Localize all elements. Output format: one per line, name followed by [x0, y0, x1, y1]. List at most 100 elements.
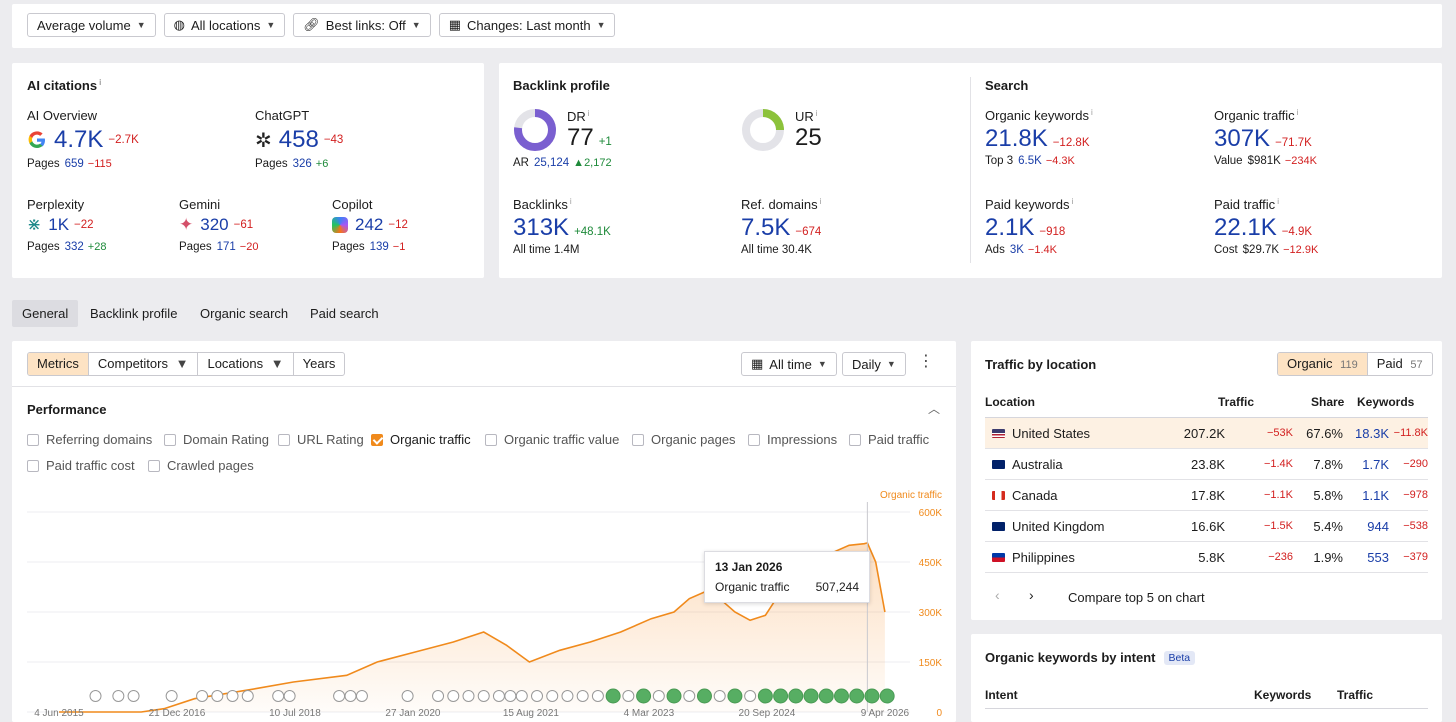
ur-value: 25 — [795, 123, 822, 151]
tab-general[interactable]: General — [12, 300, 79, 327]
checkbox-organic-traffic-value[interactable]: Organic traffic value — [485, 432, 619, 447]
location-row[interactable]: United States 207.2K −53K 67.6% 18.3K −11.8K — [985, 418, 1428, 449]
checkbox-referring-domains[interactable]: Referring domains — [27, 432, 152, 447]
col-intent-traffic[interactable]: Traffic — [1337, 688, 1374, 702]
toggle-paid[interactable]: Paid 57 — [1376, 356, 1423, 371]
checkbox-crawled-pages[interactable]: Crawled pages — [148, 458, 254, 473]
paid-traffic-metric[interactable]: Paid traffic i 22.1K −4.9K Cost $29.7K −12.9… — [1214, 197, 1319, 256]
divider — [12, 386, 956, 387]
checkbox-box[interactable] — [485, 433, 497, 446]
checkbox-box[interactable] — [371, 433, 383, 446]
checkbox-domain-rating[interactable]: Domain Rating — [164, 432, 269, 447]
location-keywords[interactable]: 1.1K — [1362, 488, 1389, 503]
tab-backlink-profile[interactable]: Backlink profile — [90, 306, 178, 321]
organic-traffic-chart: 600K 450K 300K 150K 0 Organic traffic 4 Jun 20… — [27, 490, 942, 719]
location-row[interactable]: Canada 17.8K −1.1K 5.8% 1.1K −978 — [985, 480, 1428, 511]
ur-metric[interactable]: UR i 25 — [741, 108, 822, 152]
checkbox-impressions[interactable]: Impressions — [748, 432, 837, 447]
toggle-organic[interactable]: Organic 119 — [1278, 353, 1368, 375]
ar-value[interactable]: 25,124 — [533, 157, 570, 169]
col-intent-keywords[interactable]: Keywords — [1254, 688, 1312, 702]
checkbox-box[interactable] — [148, 459, 160, 472]
perplexity-pages[interactable]: 332 — [64, 241, 84, 253]
backlinks-metric[interactable]: Backlinks i 313K +48.1K All time 1.4M — [513, 197, 611, 256]
locations-dropdown[interactable]: ◍ All locations ▼ — [163, 13, 286, 37]
x-tick-label: 10 Jul 2018 — [269, 708, 321, 719]
location-row[interactable]: United Kingdom 16.6K −1.5K 5.4% 944 −538 — [985, 511, 1428, 542]
ref-domains-metric[interactable]: Ref. domains i 7.5K −674 All time 30.4K — [741, 197, 822, 256]
best-links-dropdown[interactable]: 🔗︎ Best links: Off ▼ — [293, 13, 431, 37]
tab-organic-search[interactable]: Organic search — [200, 306, 289, 321]
paid-keywords-metric[interactable]: Paid keywords i 2.1K −918 Ads 3K −1.4K — [985, 197, 1074, 256]
segment-locations[interactable]: Locations ▼ — [198, 353, 294, 375]
changes-dropdown[interactable]: ▦ Changes: Last month ▼ — [438, 13, 616, 37]
location-keywords[interactable]: 944 — [1367, 519, 1389, 534]
organic-keywords-metric[interactable]: Organic keywords i 21.8K −12.8K Top 3 6.5K −… — [985, 108, 1093, 167]
chevron-down-icon: ▼ — [817, 359, 827, 369]
checkbox-box[interactable] — [632, 433, 644, 446]
ads-value[interactable]: 3K — [1009, 244, 1024, 256]
col-share[interactable]: Share — [1311, 395, 1345, 409]
event-marker-icon — [713, 690, 726, 702]
next-page-icon[interactable]: › — [1029, 587, 1034, 603]
checkbox-box[interactable] — [278, 433, 290, 446]
chatgpt-pages[interactable]: 326 — [292, 158, 312, 170]
tab-paid-search[interactable]: Paid search — [310, 306, 379, 321]
ai-overview-metric[interactable]: AI Overview 4.7K −2.7K Pages 659 −115 — [27, 108, 139, 170]
checkbox-url-rating[interactable]: URL Rating — [278, 432, 364, 447]
google-icon — [28, 131, 45, 148]
location-keywords[interactable]: 553 — [1367, 550, 1389, 565]
copilot-metric[interactable]: Copilot 242 −12 Pages 139 −1 — [332, 197, 408, 253]
segment-years[interactable]: Years — [302, 356, 336, 371]
location-row[interactable]: Australia 23.8K −1.4K 7.8% 1.7K −290 — [985, 449, 1428, 480]
event-marker-icon — [112, 690, 125, 702]
gemini-metric[interactable]: Gemini ✦ 320 −61 Pages 171 −20 — [179, 197, 258, 253]
ref-domains-all-time: 30.4K — [781, 244, 812, 256]
ai-overview-pages[interactable]: 659 — [64, 158, 84, 170]
col-intent[interactable]: Intent — [985, 688, 1018, 702]
checkbox-paid-traffic[interactable]: Paid traffic — [849, 432, 929, 447]
checkbox-box[interactable] — [27, 459, 39, 472]
checkbox-box[interactable] — [27, 433, 39, 446]
collapse-icon[interactable]: ︿ — [928, 402, 941, 416]
ai-citations-title: AI citations i — [27, 78, 102, 93]
checkbox-paid-traffic-cost[interactable]: Paid traffic cost — [27, 458, 135, 473]
beta-badge: Beta — [1163, 650, 1196, 665]
interval-dropdown[interactable]: Daily ▼ — [842, 352, 906, 376]
event-marker-icon — [833, 688, 849, 704]
x-tick-label: 4 Jun 2015 — [34, 708, 84, 719]
backlinks-label: Backlinks — [513, 197, 568, 212]
col-keywords[interactable]: Keywords — [1357, 395, 1415, 409]
chatgpt-metric[interactable]: ChatGPT ✲ 458 −43 Pages 326 +6 — [255, 108, 343, 170]
organic-traffic-metric[interactable]: Organic traffic i 307K −71.7K Value $981K −2… — [1214, 108, 1317, 167]
checkbox-box[interactable] — [164, 433, 176, 446]
compare-top5-link[interactable]: Compare top 5 on chart — [1068, 590, 1205, 605]
prev-page-icon[interactable]: ‹ — [995, 587, 1000, 603]
gemini-pages[interactable]: 171 — [216, 241, 236, 253]
location-keywords[interactable]: 18.3K — [1355, 426, 1389, 441]
col-location[interactable]: Location — [985, 395, 1035, 409]
segment-metrics[interactable]: Metrics — [28, 353, 89, 375]
copilot-pages[interactable]: 139 — [369, 241, 389, 253]
segment-competitors[interactable]: Competitors ▼ — [89, 353, 199, 375]
range-dropdown[interactable]: ▦ All time ▼ — [741, 352, 837, 376]
checkbox-box[interactable] — [849, 433, 861, 446]
volume-dropdown[interactable]: Average volume ▼ — [27, 13, 156, 37]
more-options-icon[interactable]: ⋮ — [918, 353, 934, 370]
volume-label: Average volume — [37, 17, 131, 33]
checkbox-organic-traffic[interactable]: Organic traffic — [371, 432, 471, 447]
col-traffic[interactable]: Traffic — [1218, 395, 1255, 409]
checkbox-organic-pages[interactable]: Organic pages — [632, 432, 736, 447]
dr-metric[interactable]: DR i 77 +1 AR 25,124 ▲2,172 — [513, 108, 612, 170]
top3-label: Top 3 — [985, 155, 1014, 167]
x-tick-label: 4 Mar 2023 — [624, 708, 675, 719]
event-marker-icon — [477, 690, 490, 702]
location-keywords[interactable]: 1.7K — [1362, 457, 1389, 472]
divider — [970, 77, 971, 263]
top3-value[interactable]: 6.5K — [1018, 155, 1042, 167]
checkbox-box[interactable] — [748, 433, 760, 446]
perplexity-metric[interactable]: Perplexity ⋇ 1K −22 Pages 332 +28 — [27, 197, 106, 253]
location-keywords-delta: −379 — [1403, 551, 1428, 563]
gemini-label: Gemini — [179, 197, 221, 212]
location-row[interactable]: Philippines 5.8K −236 1.9% 553 −379 — [985, 542, 1428, 573]
